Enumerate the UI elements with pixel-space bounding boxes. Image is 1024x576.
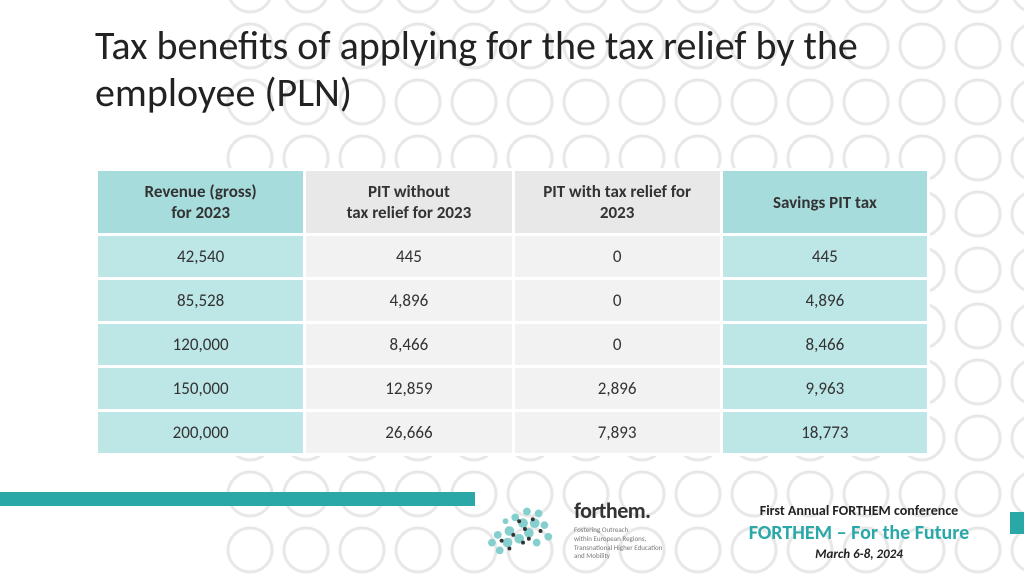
table-cell: 0: [513, 235, 721, 279]
conference-line1: First Annual FORTHEM conference: [724, 502, 994, 519]
table-header-cell: PIT withouttax relief for 2023: [305, 170, 513, 235]
tax-benefits-table: Revenue (gross)for 2023PIT withouttax re…: [95, 168, 930, 456]
table-cell: 445: [305, 235, 513, 279]
slide-title: Tax benefits of applying for the tax rel…: [95, 22, 925, 116]
logo-tagline: Fostering Outreachwithin European Region…: [574, 526, 662, 561]
table-cell: 0: [513, 279, 721, 323]
table-cell: 4,896: [721, 279, 928, 323]
table-cell: 2,896: [513, 367, 721, 411]
table-body: 42,540445044585,5284,89604,896120,0008,4…: [97, 235, 929, 455]
logo-text-block: forthem. Fostering Outreachwithin Europe…: [574, 497, 662, 561]
table-cell: 200,000: [97, 411, 305, 455]
table-cell: 18,773: [721, 411, 928, 455]
footer: forthem. Fostering Outreachwithin Europe…: [0, 486, 1024, 576]
table-cell: 9,963: [721, 367, 928, 411]
table-header-cell: Savings PIT tax: [721, 170, 928, 235]
logo-name: forthem.: [574, 497, 662, 524]
table-row: 200,00026,6667,89318,773: [97, 411, 929, 455]
table-cell: 150,000: [97, 367, 305, 411]
table-header-cell: Revenue (gross)for 2023: [97, 170, 305, 235]
slide: Tax benefits of applying for the tax rel…: [0, 0, 1024, 576]
table-cell: 120,000: [97, 323, 305, 367]
table-cell: 445: [721, 235, 928, 279]
table-cell: 26,666: [305, 411, 513, 455]
table-row: 85,5284,89604,896: [97, 279, 929, 323]
table-cell: 85,528: [97, 279, 305, 323]
table-cell: 7,893: [513, 411, 721, 455]
table-row: 150,00012,8592,8969,963: [97, 367, 929, 411]
table-row: 120,0008,46608,466: [97, 323, 929, 367]
conference-line3: March 6-8, 2024: [724, 547, 994, 562]
conference-info: First Annual FORTHEM conference FORTHEM …: [724, 502, 994, 562]
table-row: 42,5404450445: [97, 235, 929, 279]
conference-line2: FORTHEM – For the Future: [724, 521, 994, 545]
table-cell: 42,540: [97, 235, 305, 279]
table-cell: 0: [513, 323, 721, 367]
logo-map-icon: [480, 494, 568, 564]
table-cell: 12,859: [305, 367, 513, 411]
table-header-cell: PIT with tax relief for2023: [513, 170, 721, 235]
table-cell: 8,466: [305, 323, 513, 367]
table-cell: 4,896: [305, 279, 513, 323]
table-cell: 8,466: [721, 323, 928, 367]
forthem-logo: forthem. Fostering Outreachwithin Europe…: [480, 490, 740, 568]
table-header-row: Revenue (gross)for 2023PIT withouttax re…: [97, 170, 929, 235]
